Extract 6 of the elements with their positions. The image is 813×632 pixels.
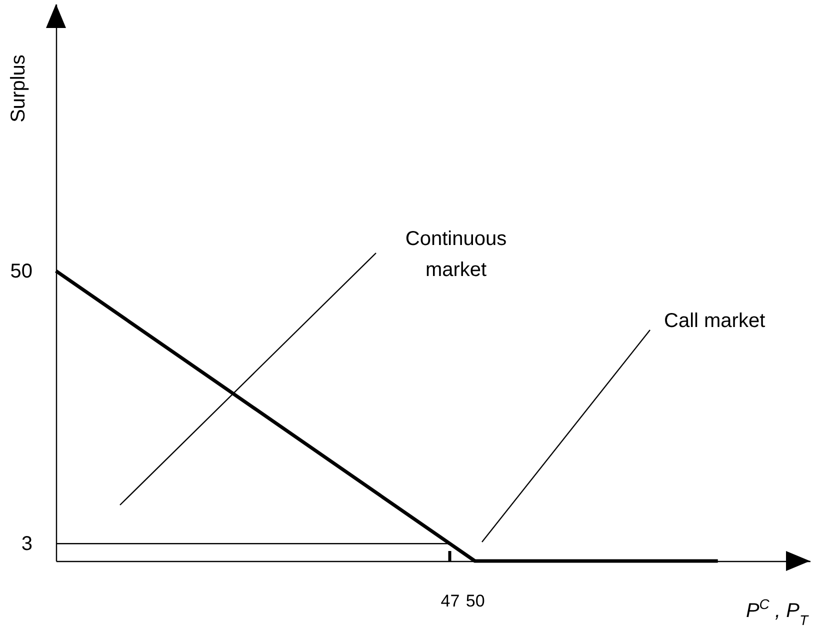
annotation: Call market <box>664 310 766 332</box>
y-axis-title: Surplus <box>8 54 30 122</box>
x-tick-label: 47 <box>440 592 460 610</box>
y-tick-label: 3 <box>21 533 32 556</box>
annotation: Continuous market <box>405 228 507 282</box>
x-axis-title: P$^{C}$ , P$_{T}$ <box>746 596 810 628</box>
